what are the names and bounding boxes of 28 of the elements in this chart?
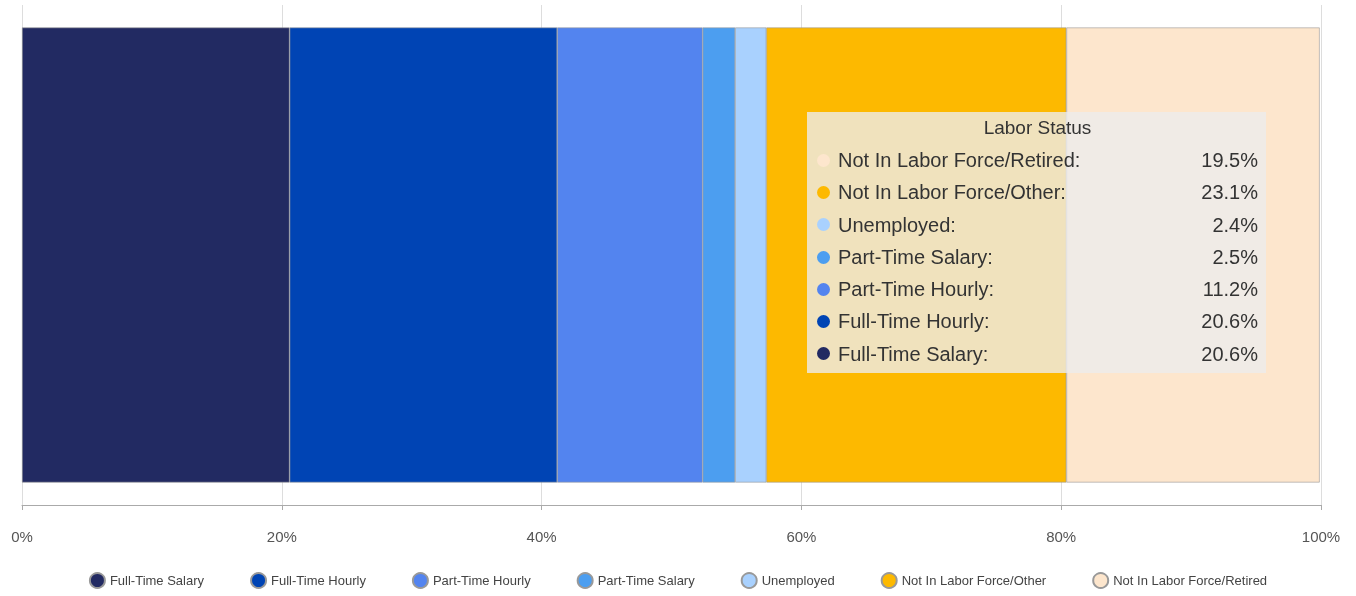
annotation: 20.6% [1201, 309, 1258, 335]
annotation: Not In Labor Force/Retired: [838, 148, 1082, 173]
annotation: Part-Time Salary: [838, 244, 994, 270]
annotation: Not In Labor Force/Other: [838, 180, 1067, 206]
annotation: 2.4% [1212, 212, 1258, 238]
x-tick-label: 80% [1046, 528, 1077, 545]
legend-label: Part-Time Hourly [432, 573, 532, 588]
annotation: 19.5% [1201, 148, 1258, 173]
legend-label: Full-Time Salary [109, 573, 205, 588]
annotation: Labor Status [982, 116, 1093, 140]
x-tick-label: 0% [11, 528, 33, 545]
x-tick-label: 40% [526, 528, 557, 545]
annotation: 2.5% [1212, 244, 1258, 270]
annotation: Full-Time Hourly: [838, 309, 991, 335]
annotation: 23.1% [1201, 180, 1258, 206]
annotation: Unemployed: [838, 212, 957, 238]
x-tick-label: 60% [786, 528, 817, 545]
legend-label: Not In Labor Force/Retired [1113, 573, 1268, 588]
annotation: Full-Time Salary: [838, 341, 990, 367]
annotation: 11.2% [1202, 277, 1258, 303]
legend-label: Unemployed [761, 573, 835, 588]
annotation: Part-Time Hourly: [838, 277, 995, 303]
x-tick-label: 100% [1301, 528, 1341, 545]
legend-label: Not In Labor Force/Other [901, 573, 1047, 588]
x-tick-label: 20% [266, 528, 297, 545]
legend-label: Part-Time Salary [597, 573, 696, 588]
legend-label: Full-Time Hourly [271, 573, 367, 588]
annotation: 20.6% [1201, 341, 1258, 367]
